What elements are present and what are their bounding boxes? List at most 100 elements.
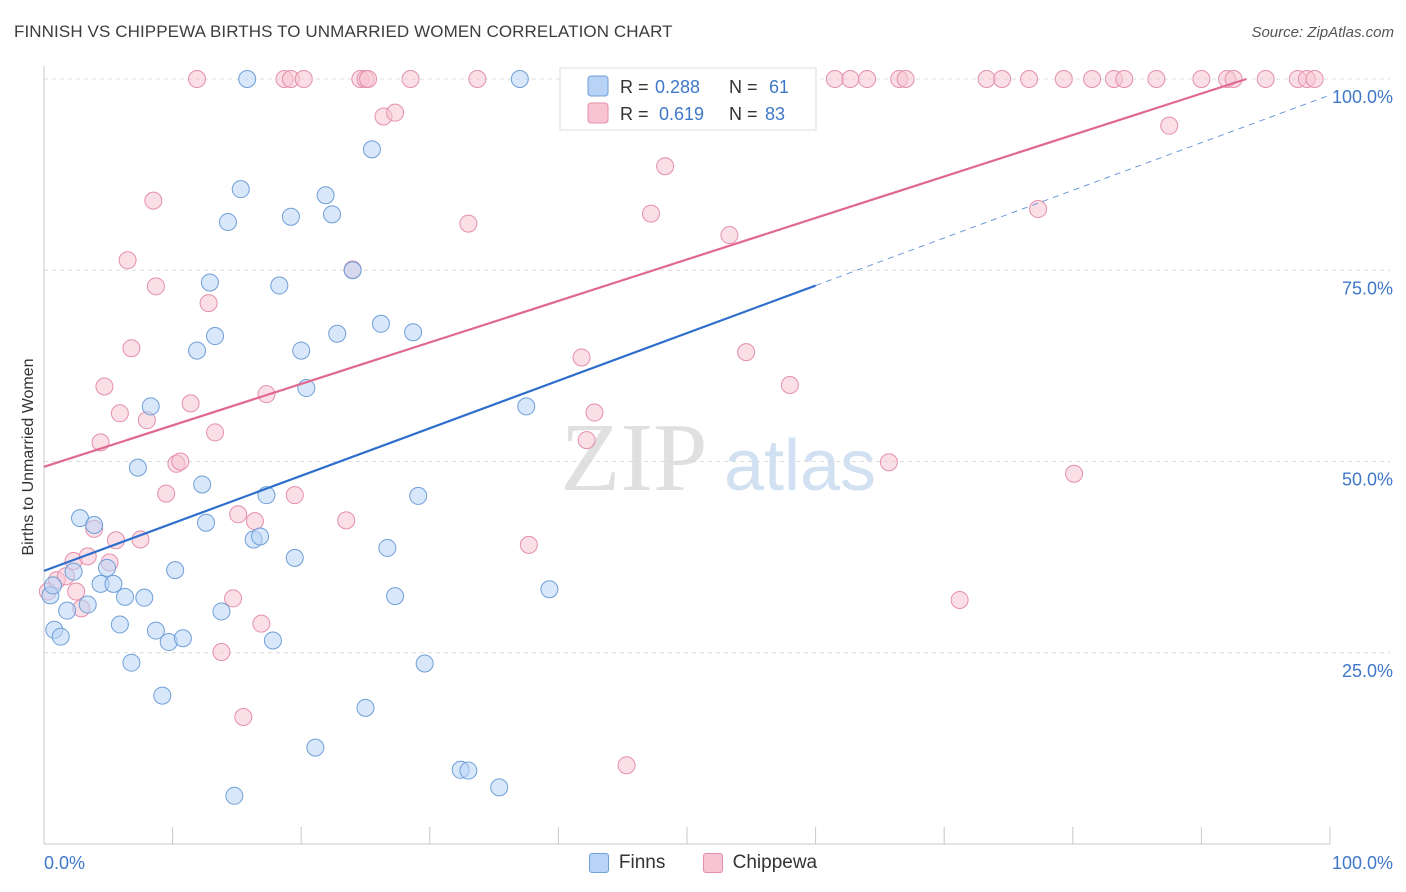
finns-legend-label: Finns xyxy=(618,852,666,873)
bottom-legend-finns[interactable]: Finns xyxy=(588,852,666,874)
y-tick-labels: 25.0% 50.0% 75.0% 100.0% xyxy=(1332,87,1393,681)
finns-point-24 xyxy=(193,475,212,494)
chippewa-point-30 xyxy=(245,512,264,531)
chippewa-point-58 xyxy=(825,70,844,88)
chippewa-point-27 xyxy=(224,589,243,608)
chippewa-point-79 xyxy=(1256,70,1275,88)
finns-point-23 xyxy=(188,341,207,360)
bottom-legend-chippewa[interactable]: Chippewa xyxy=(702,852,817,874)
watermark-zip: ZIP xyxy=(561,404,708,512)
watermark-atlas: atlas xyxy=(724,426,876,506)
finns-point-16 xyxy=(135,588,154,607)
chippewa-point-24 xyxy=(199,294,218,313)
chippewa-point-41 xyxy=(359,70,378,88)
chippewa-point-52 xyxy=(641,204,660,223)
finns-point-50 xyxy=(386,587,405,606)
chippewa-point-47 xyxy=(519,535,538,554)
finns-point-22 xyxy=(173,629,192,648)
chippewa-point-78 xyxy=(1224,70,1243,88)
chippewa-point-69 xyxy=(1054,70,1073,88)
x-tick-label-1: 100.0% xyxy=(1332,853,1393,873)
chippewa-point-73 xyxy=(1115,70,1134,88)
finns-point-1 xyxy=(44,576,63,595)
legend-chippewa-n-value: 83 xyxy=(765,104,785,124)
chippewa-point-17 xyxy=(144,191,163,210)
finns-point-36 xyxy=(270,276,289,295)
axes xyxy=(43,66,1331,845)
legend-finns-r-value: 0.288 xyxy=(655,77,700,97)
chippewa-point-60 xyxy=(858,70,877,88)
finns-point-30 xyxy=(225,786,244,805)
chippewa-point-74 xyxy=(1147,70,1166,88)
chippewa-point-43 xyxy=(386,103,405,122)
finns-point-55 xyxy=(459,761,478,780)
chippewa-points xyxy=(38,70,1324,775)
finns-point-28 xyxy=(212,602,231,621)
legend-swatch-finns xyxy=(587,75,609,97)
finns-point-17 xyxy=(141,397,160,416)
chippewa-point-9 xyxy=(95,377,114,396)
finns-point-43 xyxy=(323,205,342,224)
finns-swatch xyxy=(588,853,609,873)
legend-finns-n-value: 61 xyxy=(769,77,789,97)
chippewa-point-51 xyxy=(617,756,636,775)
legend-chippewa-r-value: 0.619 xyxy=(659,104,704,124)
finns-point-27 xyxy=(206,327,225,346)
finns-point-8 xyxy=(85,515,104,534)
trendlines xyxy=(43,77,1331,572)
finns-point-10 xyxy=(98,558,117,577)
finns-point-46 xyxy=(356,698,375,717)
finns-point-3 xyxy=(51,627,70,646)
chippewa-point-67 xyxy=(1020,70,1039,88)
finns-point-49 xyxy=(378,538,397,557)
chippewa-point-29 xyxy=(234,708,253,727)
chippewa-point-13 xyxy=(118,251,137,270)
y-tick-label-3: 100.0% xyxy=(1332,87,1393,107)
finns-point-21 xyxy=(166,561,185,580)
chippewa-point-35 xyxy=(285,486,304,505)
finns-point-4 xyxy=(58,601,77,620)
legend-finns-n-label: N = xyxy=(729,77,758,97)
y-axis-label: Births to Unmarried Women xyxy=(20,358,37,555)
chippewa-point-75 xyxy=(1160,116,1179,135)
finns-point-35 xyxy=(263,631,282,650)
chippewa-point-22 xyxy=(181,394,200,413)
finns-point-39 xyxy=(292,341,311,360)
finns-point-25 xyxy=(197,513,216,532)
finns-point-5 xyxy=(64,562,83,581)
legend-swatch-chippewa xyxy=(587,102,609,124)
finns-point-7 xyxy=(78,595,97,614)
chippewa-point-59 xyxy=(841,70,860,88)
chippewa-point-25 xyxy=(206,423,225,442)
finns-point-56 xyxy=(490,778,509,797)
finns-point-14 xyxy=(122,653,141,672)
finns-trendline-extension xyxy=(815,94,1331,287)
chippewa-point-12 xyxy=(110,404,129,423)
finns-point-13 xyxy=(116,587,135,606)
source-credit: Source: ZipAtlas.com xyxy=(1251,24,1394,41)
finns-points xyxy=(41,70,559,805)
finns-point-12 xyxy=(110,615,129,634)
chippewa-point-68 xyxy=(1029,200,1048,219)
chippewa-point-26 xyxy=(212,642,231,661)
finns-point-45 xyxy=(343,261,362,280)
chippewa-point-21 xyxy=(171,452,190,471)
chippewa-point-4 xyxy=(67,582,86,601)
chippewa-point-76 xyxy=(1192,70,1211,88)
finns-point-44 xyxy=(328,324,347,343)
finns-point-37 xyxy=(281,207,300,226)
finns-point-18 xyxy=(146,621,165,640)
bottom-legend: Finns Chippewa xyxy=(0,852,1406,879)
finns-point-33 xyxy=(251,527,270,546)
chippewa-point-49 xyxy=(577,431,596,450)
chippewa-point-44 xyxy=(401,70,420,88)
finns-point-42 xyxy=(316,186,335,205)
finns-point-29 xyxy=(218,213,237,232)
finns-point-15 xyxy=(128,458,147,477)
finns-point-41 xyxy=(306,738,325,757)
chippewa-point-64 xyxy=(950,590,969,609)
finns-point-31 xyxy=(231,180,250,199)
chippewa-point-54 xyxy=(720,226,739,245)
legend-chippewa-n-label: N = xyxy=(729,104,758,124)
